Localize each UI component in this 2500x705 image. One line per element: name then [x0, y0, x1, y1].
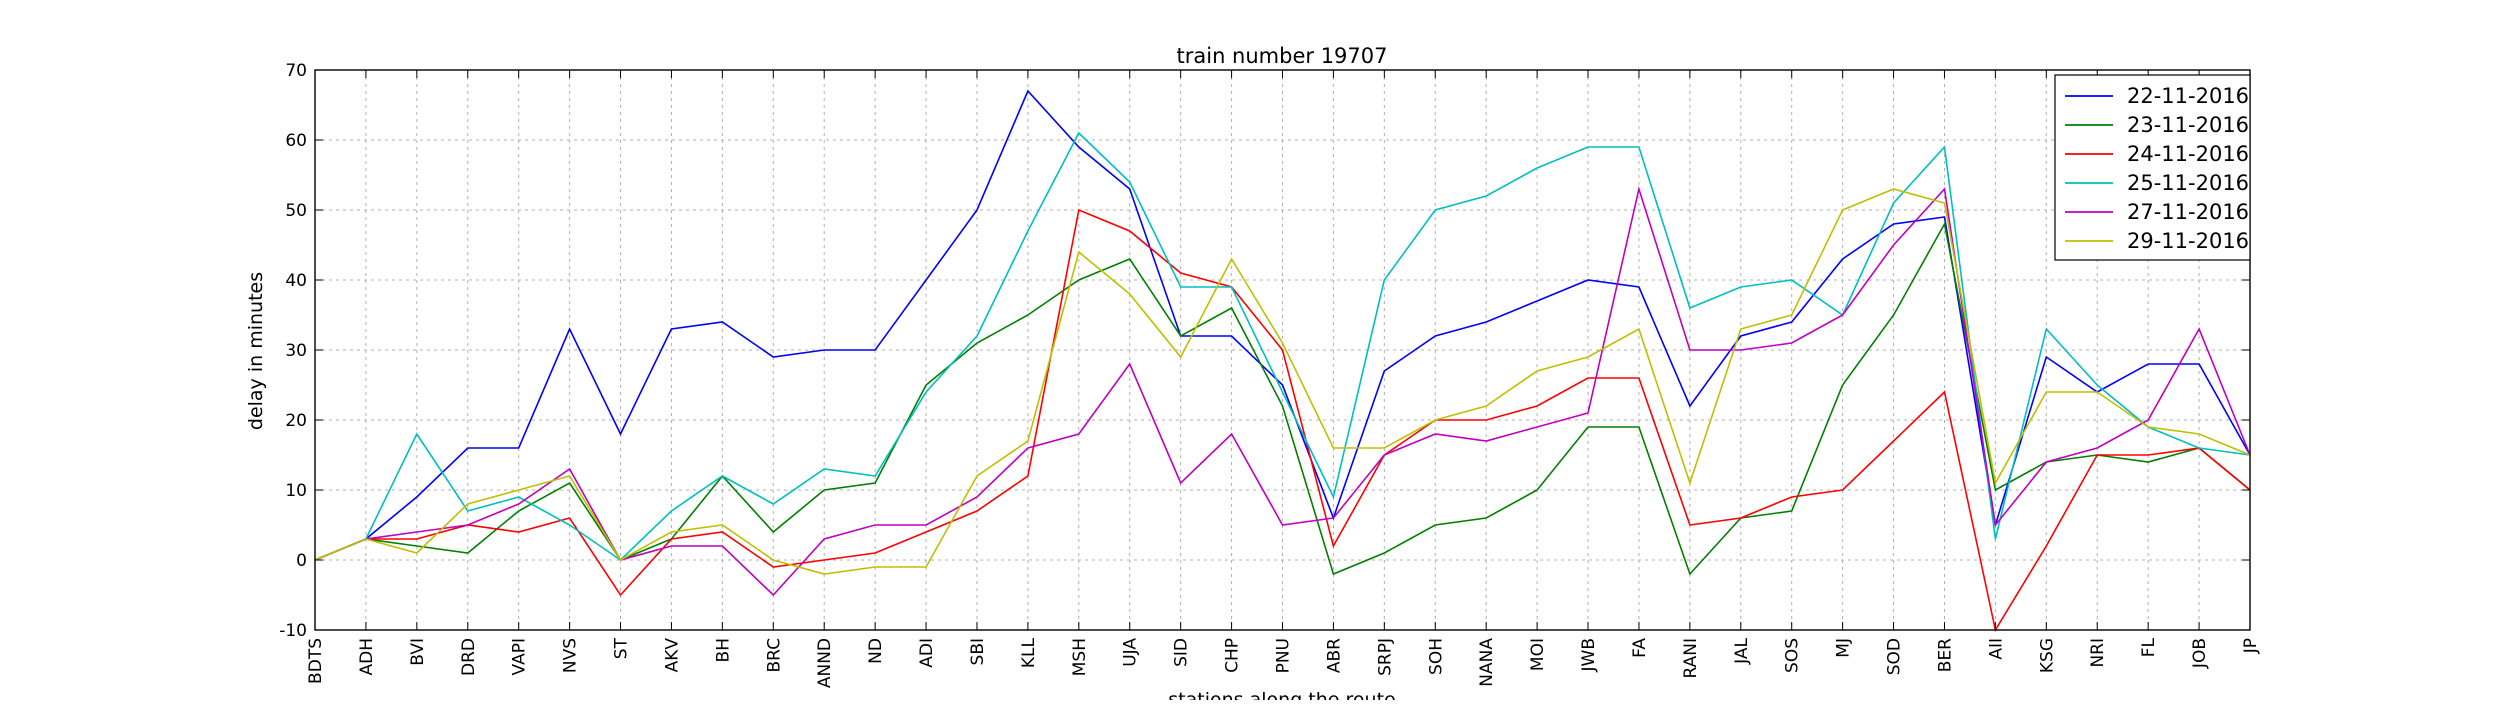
x-axis-label: stations along the route: [1168, 689, 1395, 700]
chart-title: train number 19707: [1177, 44, 1388, 68]
x-tick-label: SOS: [1783, 638, 1803, 673]
y-tick-label: 60: [285, 131, 307, 151]
legend-label: 23-11-2016: [2127, 113, 2249, 137]
x-tick-label: ADH: [357, 638, 377, 676]
x-tick-label: BER: [1935, 638, 1955, 672]
x-tick-label: VAPI: [510, 638, 530, 675]
x-tick-label: KLL: [1019, 637, 1039, 668]
x-tick-label: SID: [1172, 638, 1192, 667]
x-tick-label: FA: [1630, 638, 1650, 658]
y-tick-label: 0: [296, 551, 307, 571]
x-tick-label: FL: [2139, 637, 2159, 657]
x-tick-label: SRPJ: [1375, 638, 1395, 676]
y-axis-label: delay in minutes: [245, 272, 267, 430]
y-tick-label: 10: [285, 481, 307, 501]
series-layer: [314, 89, 2251, 633]
grid-layer: [314, 69, 2251, 631]
legend-box: [2054, 74, 2251, 261]
x-axis-ticks: BDTS ADH BVI DRD VAPI NVS ST AKV BH BRC ANND ND ADI S…: [306, 70, 2261, 688]
x-tick-label: ADI: [917, 638, 937, 668]
x-tick-label: NANA: [1477, 638, 1497, 687]
x-tick-label: DRD: [459, 638, 479, 676]
y-tick-label: 40: [285, 271, 307, 291]
legend: 22-11-2016 23-11-2016 24-11-2016 25-11-2016…: [2054, 74, 2251, 261]
x-tick-label: SBI: [968, 638, 988, 665]
x-tick-label: PNU: [1274, 638, 1294, 673]
x-tick-label: UJA: [1121, 638, 1141, 667]
x-tick-label: SOD: [1885, 638, 1905, 675]
series-line-24-11-2016: [314, 208, 2251, 633]
y-tick-label: 30: [285, 341, 307, 361]
x-tick-label: ST: [612, 637, 632, 659]
x-tick-label: AKV: [662, 638, 682, 673]
x-tick-label: ANND: [815, 638, 835, 688]
legend-label: 22-11-2016: [2127, 84, 2249, 108]
x-tick-label: JAL: [1732, 637, 1752, 664]
series-line-27-11-2016: [314, 185, 2251, 597]
x-tick-label: AII: [1986, 638, 2006, 660]
y-tick-label: 50: [285, 201, 307, 221]
x-tick-label: BRC: [764, 638, 784, 673]
x-tick-label: ND: [866, 638, 886, 664]
x-tick-label: CHP: [1223, 638, 1243, 673]
x-tick-label: NVS: [561, 638, 581, 673]
series-line-25-11-2016: [314, 131, 2251, 562]
y-axis-ticks: -10 0 10 20 30 40 50 60 70: [279, 61, 2250, 641]
x-tick-label: SOH: [1426, 638, 1446, 675]
x-tick-label: ABR: [1324, 638, 1344, 673]
legend-label: 29-11-2016: [2127, 229, 2249, 253]
x-tick-label: BDTS: [306, 638, 326, 684]
x-tick-label: JOB: [2190, 638, 2210, 669]
y-tick-label: 70: [285, 61, 307, 81]
series-line-29-11-2016: [314, 188, 2251, 575]
x-tick-label: JWB: [1579, 638, 1599, 673]
legend-label: 27-11-2016: [2127, 200, 2249, 224]
x-tick-label: JP: [2241, 638, 2261, 654]
x-tick-label: RANI: [1681, 638, 1701, 678]
x-tick-label: NRI: [2088, 638, 2108, 668]
legend-label: 24-11-2016: [2127, 142, 2249, 166]
x-tick-label: BVI: [408, 638, 428, 666]
series-line-23-11-2016: [314, 221, 2251, 576]
x-tick-label: KSG: [2037, 638, 2057, 673]
y-tick-label: 20: [285, 411, 307, 431]
x-tick-label: MOI: [1528, 638, 1548, 671]
series-line-22-11-2016: [314, 89, 2251, 561]
y-tick-label: -10: [279, 621, 307, 641]
x-tick-label: BH: [713, 638, 733, 662]
legend-label: 25-11-2016: [2127, 171, 2249, 195]
x-tick-label: MSH: [1070, 638, 1090, 676]
x-tick-label: MJ: [1834, 638, 1854, 658]
